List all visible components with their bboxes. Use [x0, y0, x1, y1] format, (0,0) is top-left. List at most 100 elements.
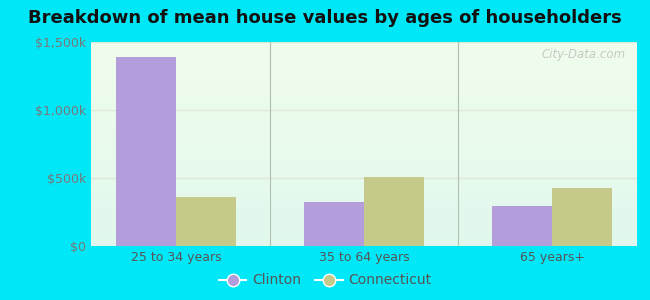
Bar [364, 177, 424, 246]
Bar [91, 224, 637, 226]
Bar [91, 221, 637, 224]
Bar [91, 58, 637, 60]
Text: City-Data.com: City-Data.com [542, 48, 626, 61]
Bar [91, 175, 637, 177]
Bar [91, 44, 637, 46]
Bar [91, 189, 637, 191]
Bar [91, 56, 637, 58]
Bar [91, 70, 637, 73]
Bar [91, 142, 637, 144]
Bar [91, 228, 637, 230]
Bar [91, 213, 637, 215]
Bar [91, 185, 637, 187]
Bar [91, 154, 637, 156]
Bar [91, 95, 637, 97]
Bar [304, 202, 364, 246]
Text: Breakdown of mean house values by ages of householders: Breakdown of mean house values by ages o… [28, 9, 622, 27]
Bar [91, 113, 637, 116]
Bar [91, 81, 637, 83]
Bar [91, 215, 637, 217]
Bar [91, 79, 637, 81]
Bar [91, 242, 637, 244]
Bar [91, 103, 637, 105]
Bar [91, 236, 637, 238]
Bar [91, 148, 637, 150]
Bar [91, 89, 637, 91]
Bar [91, 67, 637, 68]
Bar [91, 146, 637, 148]
Bar [91, 64, 637, 67]
Bar [91, 172, 637, 175]
Legend: Clinton, Connecticut: Clinton, Connecticut [213, 268, 437, 293]
Bar [91, 99, 637, 101]
Bar [91, 203, 637, 205]
Bar [91, 87, 637, 89]
Bar [91, 124, 637, 126]
Bar [91, 48, 637, 50]
Bar [91, 118, 637, 119]
Bar [91, 101, 637, 103]
Bar [91, 128, 637, 130]
Bar [91, 150, 637, 152]
Bar [91, 218, 637, 220]
Bar [91, 122, 637, 124]
Bar [91, 179, 637, 181]
Bar [91, 181, 637, 183]
Bar [91, 73, 637, 75]
Bar [91, 60, 637, 62]
Bar [91, 230, 637, 232]
Bar [91, 177, 637, 179]
Bar [91, 54, 637, 56]
Bar [552, 188, 612, 246]
Bar [91, 183, 637, 185]
Bar [116, 57, 176, 246]
Bar [91, 158, 637, 160]
Bar [91, 107, 637, 109]
Bar [91, 134, 637, 136]
Bar [91, 140, 637, 142]
Bar [91, 160, 637, 162]
Bar [91, 238, 637, 240]
Bar [91, 126, 637, 128]
Bar [91, 116, 637, 118]
Bar [91, 68, 637, 70]
Bar [91, 220, 637, 221]
Bar [91, 85, 637, 87]
Bar [91, 193, 637, 195]
Bar [91, 167, 637, 169]
Bar [176, 197, 236, 246]
Bar [91, 50, 637, 52]
Bar [91, 226, 637, 228]
Bar [91, 197, 637, 199]
Bar [91, 152, 637, 154]
Bar [91, 199, 637, 201]
Bar [91, 93, 637, 95]
Bar [91, 105, 637, 107]
Bar [91, 111, 637, 113]
Bar [91, 138, 637, 140]
Bar [91, 83, 637, 85]
Bar [91, 234, 637, 236]
Bar [91, 170, 637, 172]
Bar [91, 240, 637, 242]
Bar [91, 97, 637, 99]
Bar [91, 207, 637, 209]
Bar [91, 156, 637, 158]
Bar [91, 109, 637, 111]
Bar [91, 91, 637, 93]
Bar [91, 205, 637, 207]
Bar [91, 209, 637, 211]
Bar [91, 136, 637, 138]
Bar [91, 52, 637, 54]
Bar [91, 130, 637, 132]
Bar [91, 164, 637, 166]
Bar [492, 206, 552, 246]
Bar [91, 75, 637, 77]
Bar [91, 187, 637, 189]
Bar [91, 195, 637, 197]
Bar [91, 162, 637, 164]
Bar [91, 119, 637, 122]
Bar [91, 191, 637, 193]
Bar [91, 42, 637, 44]
Bar [91, 77, 637, 79]
